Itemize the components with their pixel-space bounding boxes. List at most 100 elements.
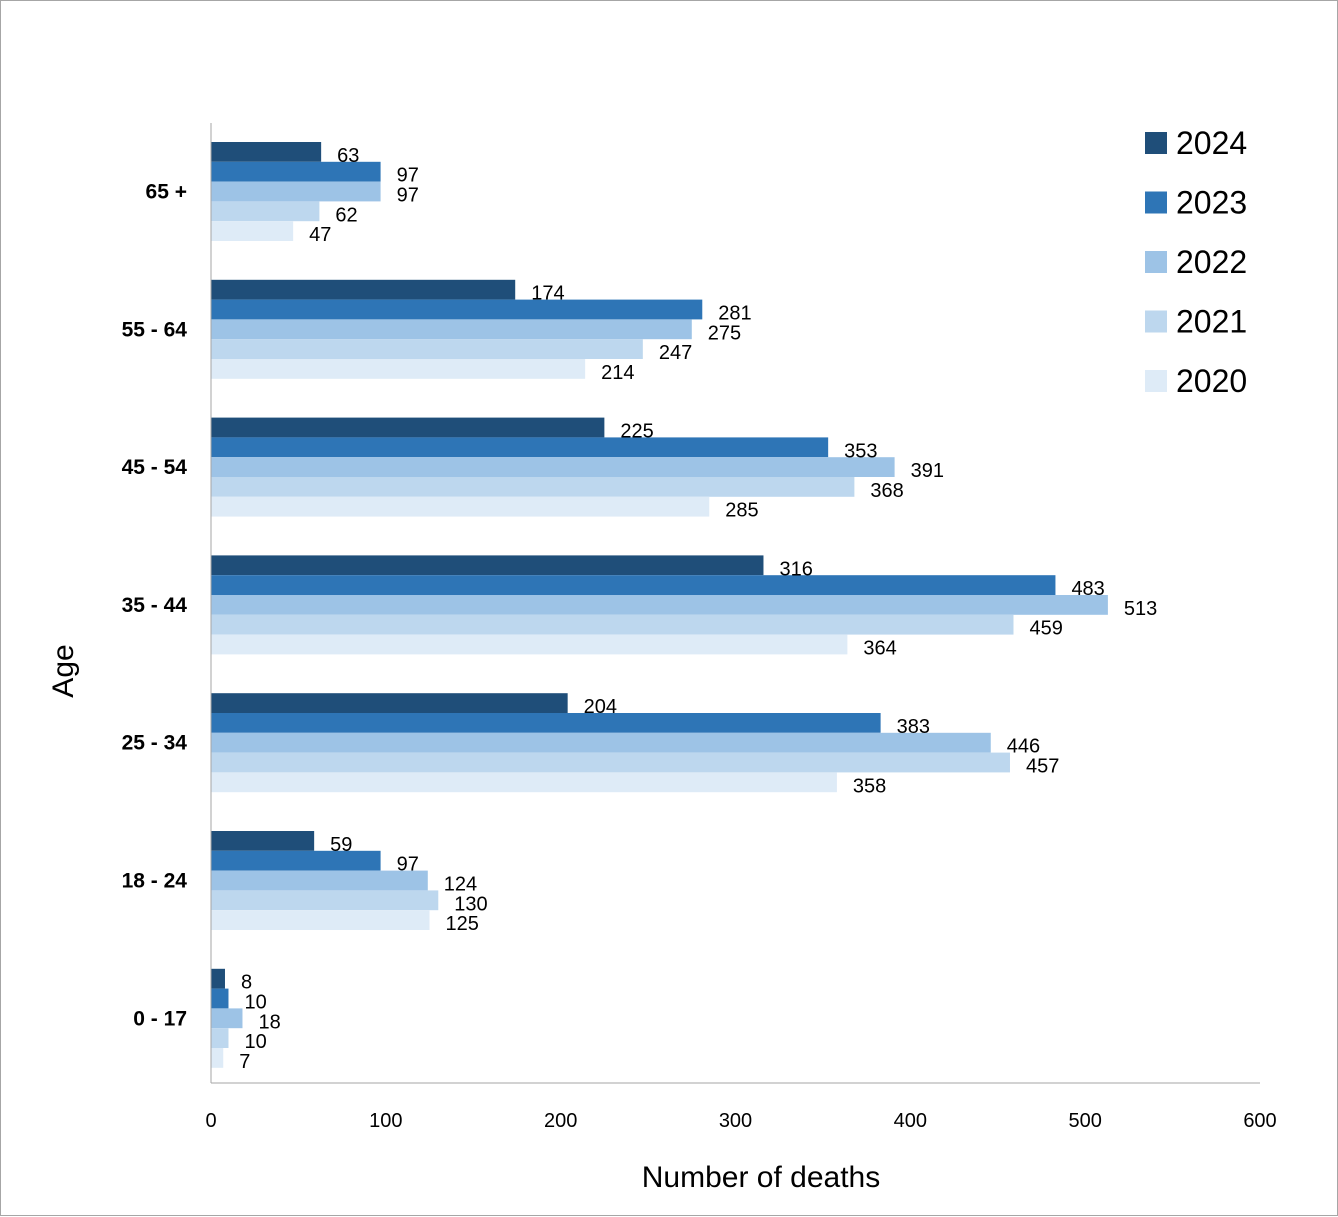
data-label: 275 (708, 322, 741, 344)
category-label: 55 - 64 (122, 318, 188, 341)
legend-label: 2022 (1176, 244, 1247, 280)
bar (211, 831, 314, 851)
data-label: 97 (397, 165, 419, 187)
x-tick-label: 400 (894, 1110, 927, 1132)
data-label: 204 (584, 696, 617, 718)
data-label: 124 (444, 874, 477, 896)
data-label: 97 (397, 854, 419, 876)
data-label: 125 (446, 913, 479, 935)
bar (211, 1028, 228, 1048)
bars-layer (211, 142, 1108, 1068)
category-label: 25 - 34 (122, 732, 188, 755)
bar (211, 437, 828, 457)
data-label: 214 (601, 362, 634, 384)
data-label: 316 (779, 558, 812, 580)
legend: 2024 2023 2022 2021 2020 (1145, 125, 1247, 399)
bar (211, 890, 438, 910)
legend-swatch (1145, 251, 1167, 273)
legend-label: 2021 (1176, 304, 1247, 340)
bar (211, 753, 1010, 773)
data-label: 513 (1124, 598, 1157, 620)
data-label: 457 (1026, 756, 1059, 778)
data-label: 364 (863, 638, 896, 660)
legend-swatch (1145, 311, 1167, 333)
data-label: 130 (454, 893, 487, 915)
x-axis-title: Number of deaths (642, 1161, 880, 1194)
data-label: 383 (897, 716, 930, 738)
category-label: 35 - 44 (122, 594, 188, 617)
category-label: 65 + (146, 181, 187, 204)
bar (211, 555, 763, 575)
bar (211, 280, 515, 300)
legend-label: 2023 (1176, 185, 1247, 221)
x-tick-label: 100 (369, 1110, 402, 1132)
bar (211, 477, 854, 497)
legend-swatch (1145, 192, 1167, 214)
data-label: 353 (844, 440, 877, 462)
bar (211, 989, 228, 1009)
data-label: 459 (1029, 618, 1062, 640)
data-label: 391 (911, 460, 944, 482)
bar (211, 201, 319, 221)
bar (211, 457, 895, 477)
data-label: 368 (870, 480, 903, 502)
x-tick-label: 300 (719, 1110, 752, 1132)
bar (211, 910, 430, 930)
data-label: 281 (718, 303, 751, 325)
data-label: 59 (330, 834, 352, 856)
data-label: 483 (1071, 578, 1104, 600)
data-label: 8 (241, 972, 252, 994)
legend-label: 2024 (1176, 125, 1247, 161)
data-label: 97 (397, 185, 419, 207)
data-label: 174 (531, 283, 564, 305)
legend-swatch (1145, 132, 1167, 154)
data-label: 285 (725, 500, 758, 522)
data-label: 358 (853, 775, 886, 797)
x-tick-label: 500 (1068, 1110, 1101, 1132)
data-label: 225 (620, 421, 653, 443)
y-axis-title: Age (47, 644, 80, 697)
category-label: 18 - 24 (122, 870, 188, 893)
bar (211, 575, 1055, 595)
x-tick-label: 0 (205, 1110, 216, 1132)
data-label: 10 (244, 1031, 266, 1053)
data-label: 62 (335, 204, 357, 226)
data-label: 18 (258, 1011, 280, 1033)
bar (211, 1008, 242, 1028)
data-label: 446 (1007, 736, 1040, 758)
bar (211, 713, 881, 733)
bar (211, 182, 381, 202)
bar (211, 300, 702, 320)
bar (211, 969, 225, 989)
category-labels-layer: 65 + 55 - 64 45 - 54 35 - 44 25 - 34 18 - 24 0… (122, 181, 188, 1031)
data-label: 10 (244, 992, 266, 1014)
legend-swatch (1145, 370, 1167, 392)
x-tick-label: 200 (544, 1110, 577, 1132)
data-label: 247 (659, 342, 692, 364)
bar (211, 772, 837, 792)
x-ticks-layer: 0 100 200 300 400 500 600 (205, 1110, 1276, 1132)
data-label: 47 (309, 224, 331, 246)
bar (211, 693, 568, 713)
bar (211, 733, 991, 753)
bar (211, 1048, 223, 1068)
bar (211, 359, 585, 379)
bar (211, 142, 321, 162)
data-label: 7 (239, 1051, 250, 1073)
category-label: 45 - 54 (122, 456, 188, 479)
bar (211, 635, 847, 655)
bar (211, 319, 692, 339)
data-label: 63 (337, 145, 359, 167)
category-label: 0 - 17 (133, 1007, 187, 1030)
bar (211, 418, 604, 438)
bar (211, 497, 709, 517)
bar (211, 871, 428, 891)
bar (211, 615, 1013, 635)
bar (211, 595, 1108, 615)
bar (211, 851, 381, 871)
bar (211, 221, 293, 241)
legend-label: 2020 (1176, 363, 1247, 399)
x-tick-label: 600 (1243, 1110, 1276, 1132)
